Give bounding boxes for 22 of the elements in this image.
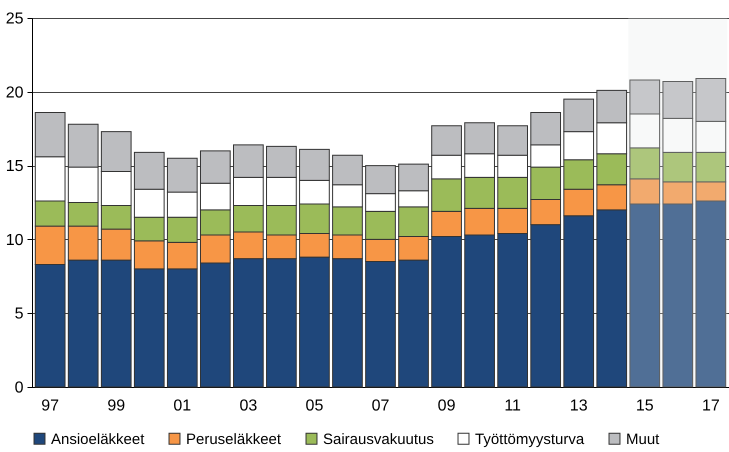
x-tick-label: 15 (636, 398, 654, 414)
x-tick-label: 99 (107, 398, 126, 414)
x-tick-label: 97 (41, 398, 60, 414)
legend-label: Peruseläkkeet (186, 430, 282, 448)
y-tick-label: 10 (6, 232, 24, 249)
y-tick-label: 0 (14, 380, 24, 396)
y-tick-label: 20 (6, 84, 24, 102)
x-tick-label: 01 (173, 398, 192, 414)
legend-label: Sairausvakuutus (323, 430, 434, 448)
legend-label: Työttömyysturva (475, 430, 585, 448)
x-tick-label: 05 (306, 398, 324, 414)
x-tick-label: 11 (504, 398, 522, 414)
x-tick-label: 03 (239, 398, 258, 414)
legend-label: Muut (626, 430, 660, 448)
y-tick-label: 25 (6, 10, 24, 28)
y-tick-label: 15 (6, 158, 24, 176)
legend-label: Ansioeläkkeet (51, 430, 146, 448)
x-tick-label: 13 (570, 398, 588, 414)
x-tick-label: 07 (372, 398, 390, 414)
x-tick-label: 09 (438, 398, 456, 414)
y-tick-label: 5 (14, 306, 24, 323)
x-tick-label: 17 (702, 398, 720, 414)
